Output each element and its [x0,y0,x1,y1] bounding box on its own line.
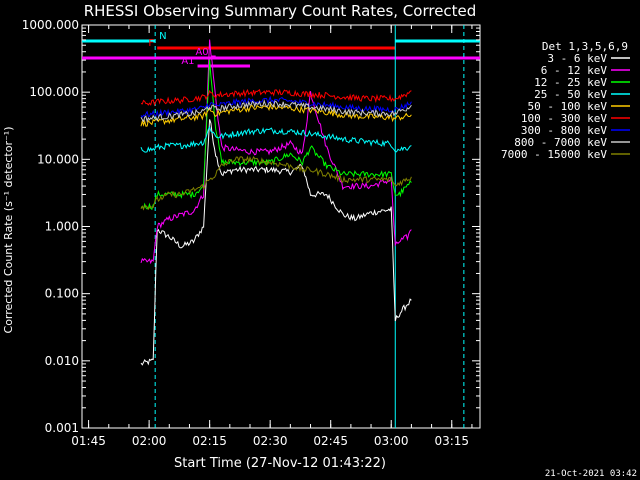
series-line-1 [140,39,412,265]
y-axis-label: Corrected Count Rate (s⁻¹ detector⁻¹) [2,127,15,334]
legend-label: 800 - 7000 keV [514,136,607,149]
plot-border [81,24,481,429]
vertical-lines [154,25,465,428]
x-tick-label: 02:45 [313,434,348,448]
x-tick-label: 02:15 [192,434,227,448]
legend-label: 100 - 300 keV [521,112,607,125]
y-axis-ticks: 0.001 0.010 0.100 1.000 10.000 100.000 1000.00… [22,18,480,435]
flag-label: N [159,31,166,42]
series-line-7 [140,99,412,124]
y-tick-label: 1.000 [45,220,79,234]
chart-title: RHESSI Observing Summary Count Rates, Co… [84,2,477,20]
legend-label: 300 - 800 keV [521,124,607,137]
y-tick-label: 0.100 [45,287,79,301]
legend-label: 3 - 6 keV [547,52,607,65]
series-line-8 [140,155,412,211]
y-tick-label: 1000.000 [22,18,79,32]
series-line-6 [140,95,412,118]
flag-label: A1 [181,56,194,67]
legend-label: 50 - 100 keV [528,100,608,113]
legend-title: Det 1,3,5,6,9 [542,40,628,53]
x-tick-label: 03:00 [374,434,409,448]
x-tick-label: 02:30 [253,434,288,448]
x-tick-label: 02:00 [132,434,167,448]
legend-label: 6 - 12 keV [541,64,608,77]
series-line-0 [140,119,412,366]
flag-label: F [148,38,154,49]
flag-label: A0 [195,47,208,58]
x-axis-ticks: 01:45 02:00 02:15 02:30 02:45 03:00 03:15 [71,25,473,448]
y-tick-label: 100.000 [29,85,79,99]
timestamp: 21-Oct-2021 03:42 [545,469,637,479]
series-line-2 [140,59,412,211]
x-tick-label: 01:45 [71,434,106,448]
plot-area [81,24,481,429]
legend-label: 7000 - 15000 keV [501,148,607,161]
series-line-4 [140,102,412,127]
y-tick-label: 0.001 [45,421,79,435]
y-tick-label: 0.010 [45,354,79,368]
series-line-5 [140,88,412,107]
x-tick-label: 03:15 [434,434,469,448]
y-tick-label: 10.000 [37,152,79,166]
series-line-3 [140,125,412,153]
series-group [140,39,412,366]
x-axis-label: Start Time (27-Nov-12 01:43:22) [174,456,386,471]
legend-label: 12 - 25 keV [534,76,607,89]
legend-label: 25 - 50 keV [534,88,607,101]
